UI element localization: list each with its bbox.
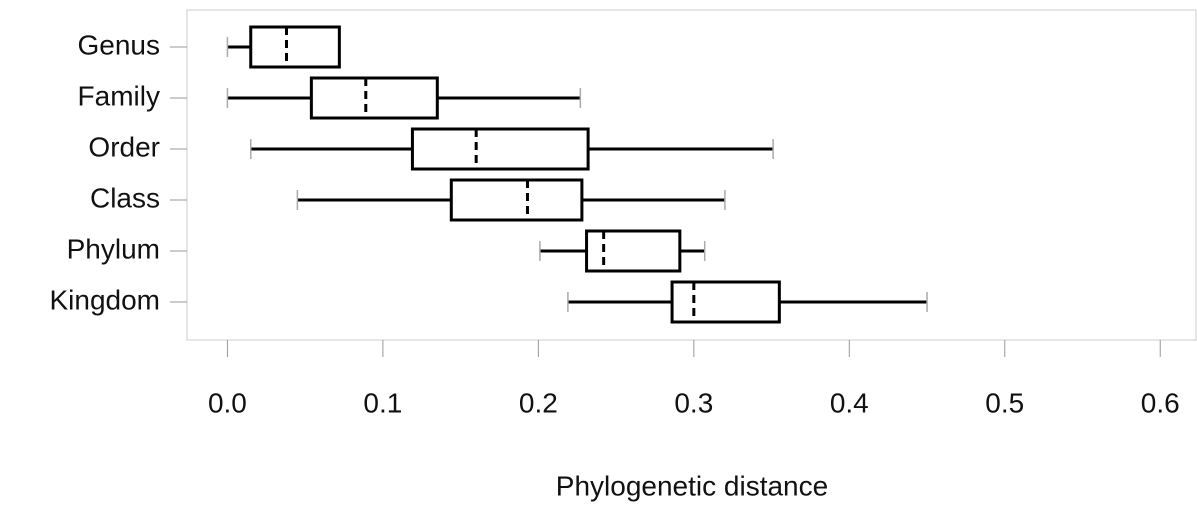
y-tick-label: Order	[88, 131, 160, 162]
box	[585, 229, 682, 273]
box	[309, 76, 439, 120]
x-tick-label: 0.5	[985, 387, 1024, 418]
y-tick-label: Genus	[78, 29, 161, 60]
y-tick-label: Class	[90, 182, 160, 213]
x-tick-label: 0.3	[674, 387, 713, 418]
x-axis-label: Phylogenetic distance	[556, 470, 828, 501]
x-tick-label: 0.1	[363, 387, 402, 418]
box	[410, 127, 590, 171]
box	[249, 25, 341, 69]
y-tick-label: Phylum	[67, 233, 160, 264]
box	[670, 280, 781, 324]
x-tick-label: 0.2	[519, 387, 558, 418]
y-tick-label: Family	[78, 80, 160, 111]
x-tick-label: 0.0	[208, 387, 247, 418]
x-tick-label: 0.6	[1141, 387, 1180, 418]
y-tick-label: Kingdom	[49, 284, 160, 315]
box	[449, 178, 584, 222]
plot-frame	[186, 9, 1197, 341]
x-tick-label: 0.4	[830, 387, 869, 418]
